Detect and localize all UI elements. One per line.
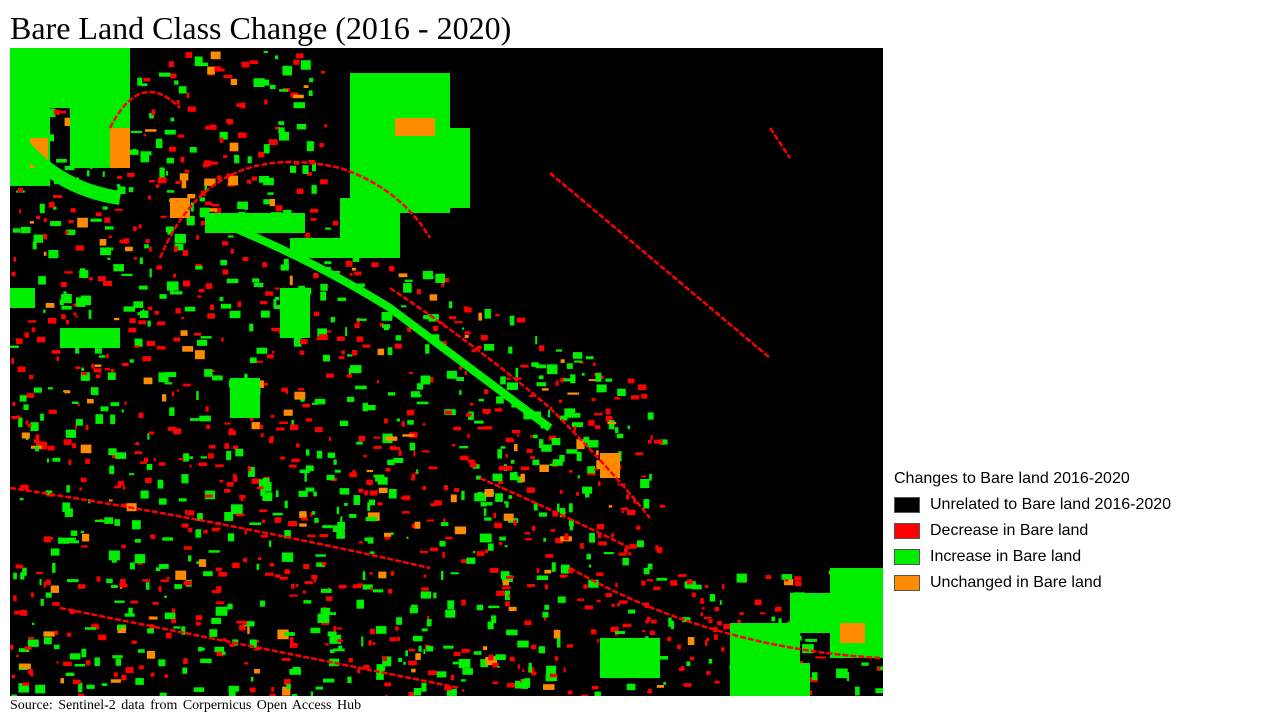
- legend-label: Unrelated to Bare land 2016-2020: [930, 496, 1172, 513]
- legend-item-unchanged: Unchanged in Bare land: [894, 570, 1274, 596]
- map-title: Bare Land Class Change (2016 - 2020): [10, 10, 512, 46]
- legend-swatch-decrease: [894, 523, 920, 539]
- legend-item-decrease: Decrease in Bare land: [894, 518, 1274, 544]
- change-map: [10, 48, 883, 696]
- legend: Changes to Bare land 2016-2020 Unrelated…: [894, 468, 1274, 596]
- legend-label: Unchanged in Bare land: [930, 574, 1102, 591]
- legend-swatch-increase: [894, 549, 920, 565]
- legend-item-unrelated: Unrelated to Bare land 2016-2020: [894, 492, 1274, 518]
- legend-label: Decrease in Bare land: [930, 522, 1089, 539]
- raster-pixels: [10, 48, 883, 696]
- map-raster: [10, 48, 883, 696]
- legend-title: Changes to Bare land 2016-2020: [894, 470, 1130, 487]
- legend-swatch-unrelated: [894, 497, 920, 513]
- legend-label: Increase in Bare land: [930, 548, 1082, 565]
- legend-item-increase: Increase in Bare land: [894, 544, 1274, 570]
- source-note: Source: Sentinel-2 data from Corpernicus…: [10, 698, 362, 713]
- legend-swatch-unchanged: [894, 575, 920, 591]
